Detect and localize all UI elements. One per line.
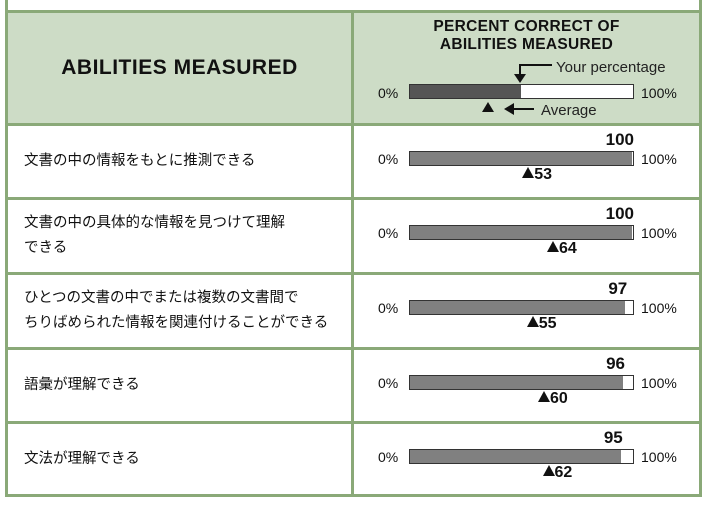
column-divider (351, 10, 354, 497)
your-score: 97 (608, 278, 628, 298)
ability-label-line: 文法が理解できる (24, 451, 140, 467)
ability-label-line: できる (24, 239, 68, 256)
score-bar (409, 374, 634, 390)
ability-label-line: 文書の中の具体的な情報を見つけて理解 (24, 214, 285, 231)
average-marker (522, 166, 535, 178)
your-pointer-arrowhead (514, 74, 526, 83)
average-marker (547, 240, 559, 252)
legend-average: Average (541, 102, 597, 119)
score-bar-fill (410, 449, 621, 463)
your-score: 100 (605, 129, 634, 149)
score-bar-fill (410, 300, 626, 314)
average-marker (526, 315, 539, 327)
heading-line-2: ABILITIES MEASURED (439, 36, 614, 53)
min-percent-label: 0% (378, 224, 399, 241)
max-percent-label: 100% (641, 224, 677, 241)
your-score: 100 (605, 203, 634, 223)
score-bar-fill (410, 225, 632, 239)
ability-label: ひとつの文書の中でまたは複数の文書間でちりばめられた情報を関連付けることができる (24, 286, 328, 336)
score-bar-fill (410, 151, 632, 165)
legend-min-label: 0% (378, 85, 399, 101)
ability-label-line: 語彙が理解できる (24, 377, 140, 393)
min-percent-label: 0% (378, 150, 399, 167)
abilities-heading: ABILITIES MEASURED (61, 56, 298, 79)
ability-label-line: 文書の中の情報をもとに推測できる (24, 153, 256, 169)
average-pointer-arrowhead (504, 103, 514, 115)
ability-label: 語彙が理解できる (24, 373, 140, 398)
legend-max-label: 100% (641, 85, 677, 101)
legend-bar-fill (410, 85, 521, 98)
score-bar (409, 448, 634, 464)
average-marker (482, 102, 494, 112)
ability-label-line: ちりばめられた情報を関連付けることができる (24, 314, 329, 331)
score-bar (409, 224, 634, 240)
max-percent-label: 100% (641, 299, 677, 316)
score-bar-fill (410, 375, 624, 389)
score-bar (409, 150, 634, 166)
ability-label-line: ひとつの文書の中でまたは複数の文書間で (24, 289, 299, 306)
average-value: 60 (550, 389, 568, 407)
min-percent-label: 0% (378, 299, 399, 316)
average-marker (542, 464, 555, 476)
average-value: 64 (559, 239, 577, 257)
max-percent-label: 100% (641, 448, 677, 465)
percent-correct-heading: PERCENT CORRECT OF ABILITIES MEASURED (354, 18, 699, 54)
max-percent-label: 100% (641, 150, 677, 167)
average-marker (538, 390, 550, 402)
your-score: 95 (603, 427, 623, 447)
legend-graphic (482, 64, 552, 115)
your-score: 96 (606, 353, 625, 373)
score-bar (409, 299, 634, 315)
average-value: 53 (534, 165, 553, 183)
legend-your-percentage: Your percentage (556, 59, 666, 76)
max-percent-label: 100% (641, 374, 677, 391)
legend-bar (409, 84, 634, 99)
min-percent-label: 0% (378, 448, 399, 465)
average-value: 55 (538, 314, 557, 332)
ability-label: 文書の中の情報をもとに推測できる (24, 149, 255, 174)
average-value: 62 (554, 463, 573, 481)
min-percent-label: 0% (378, 374, 399, 391)
heading-line-1: PERCENT CORRECT OF (433, 18, 620, 35)
ability-label: 文書の中の具体的な情報を見つけて理解 できる (24, 211, 285, 261)
ability-label: 文法が理解できる (24, 447, 140, 472)
